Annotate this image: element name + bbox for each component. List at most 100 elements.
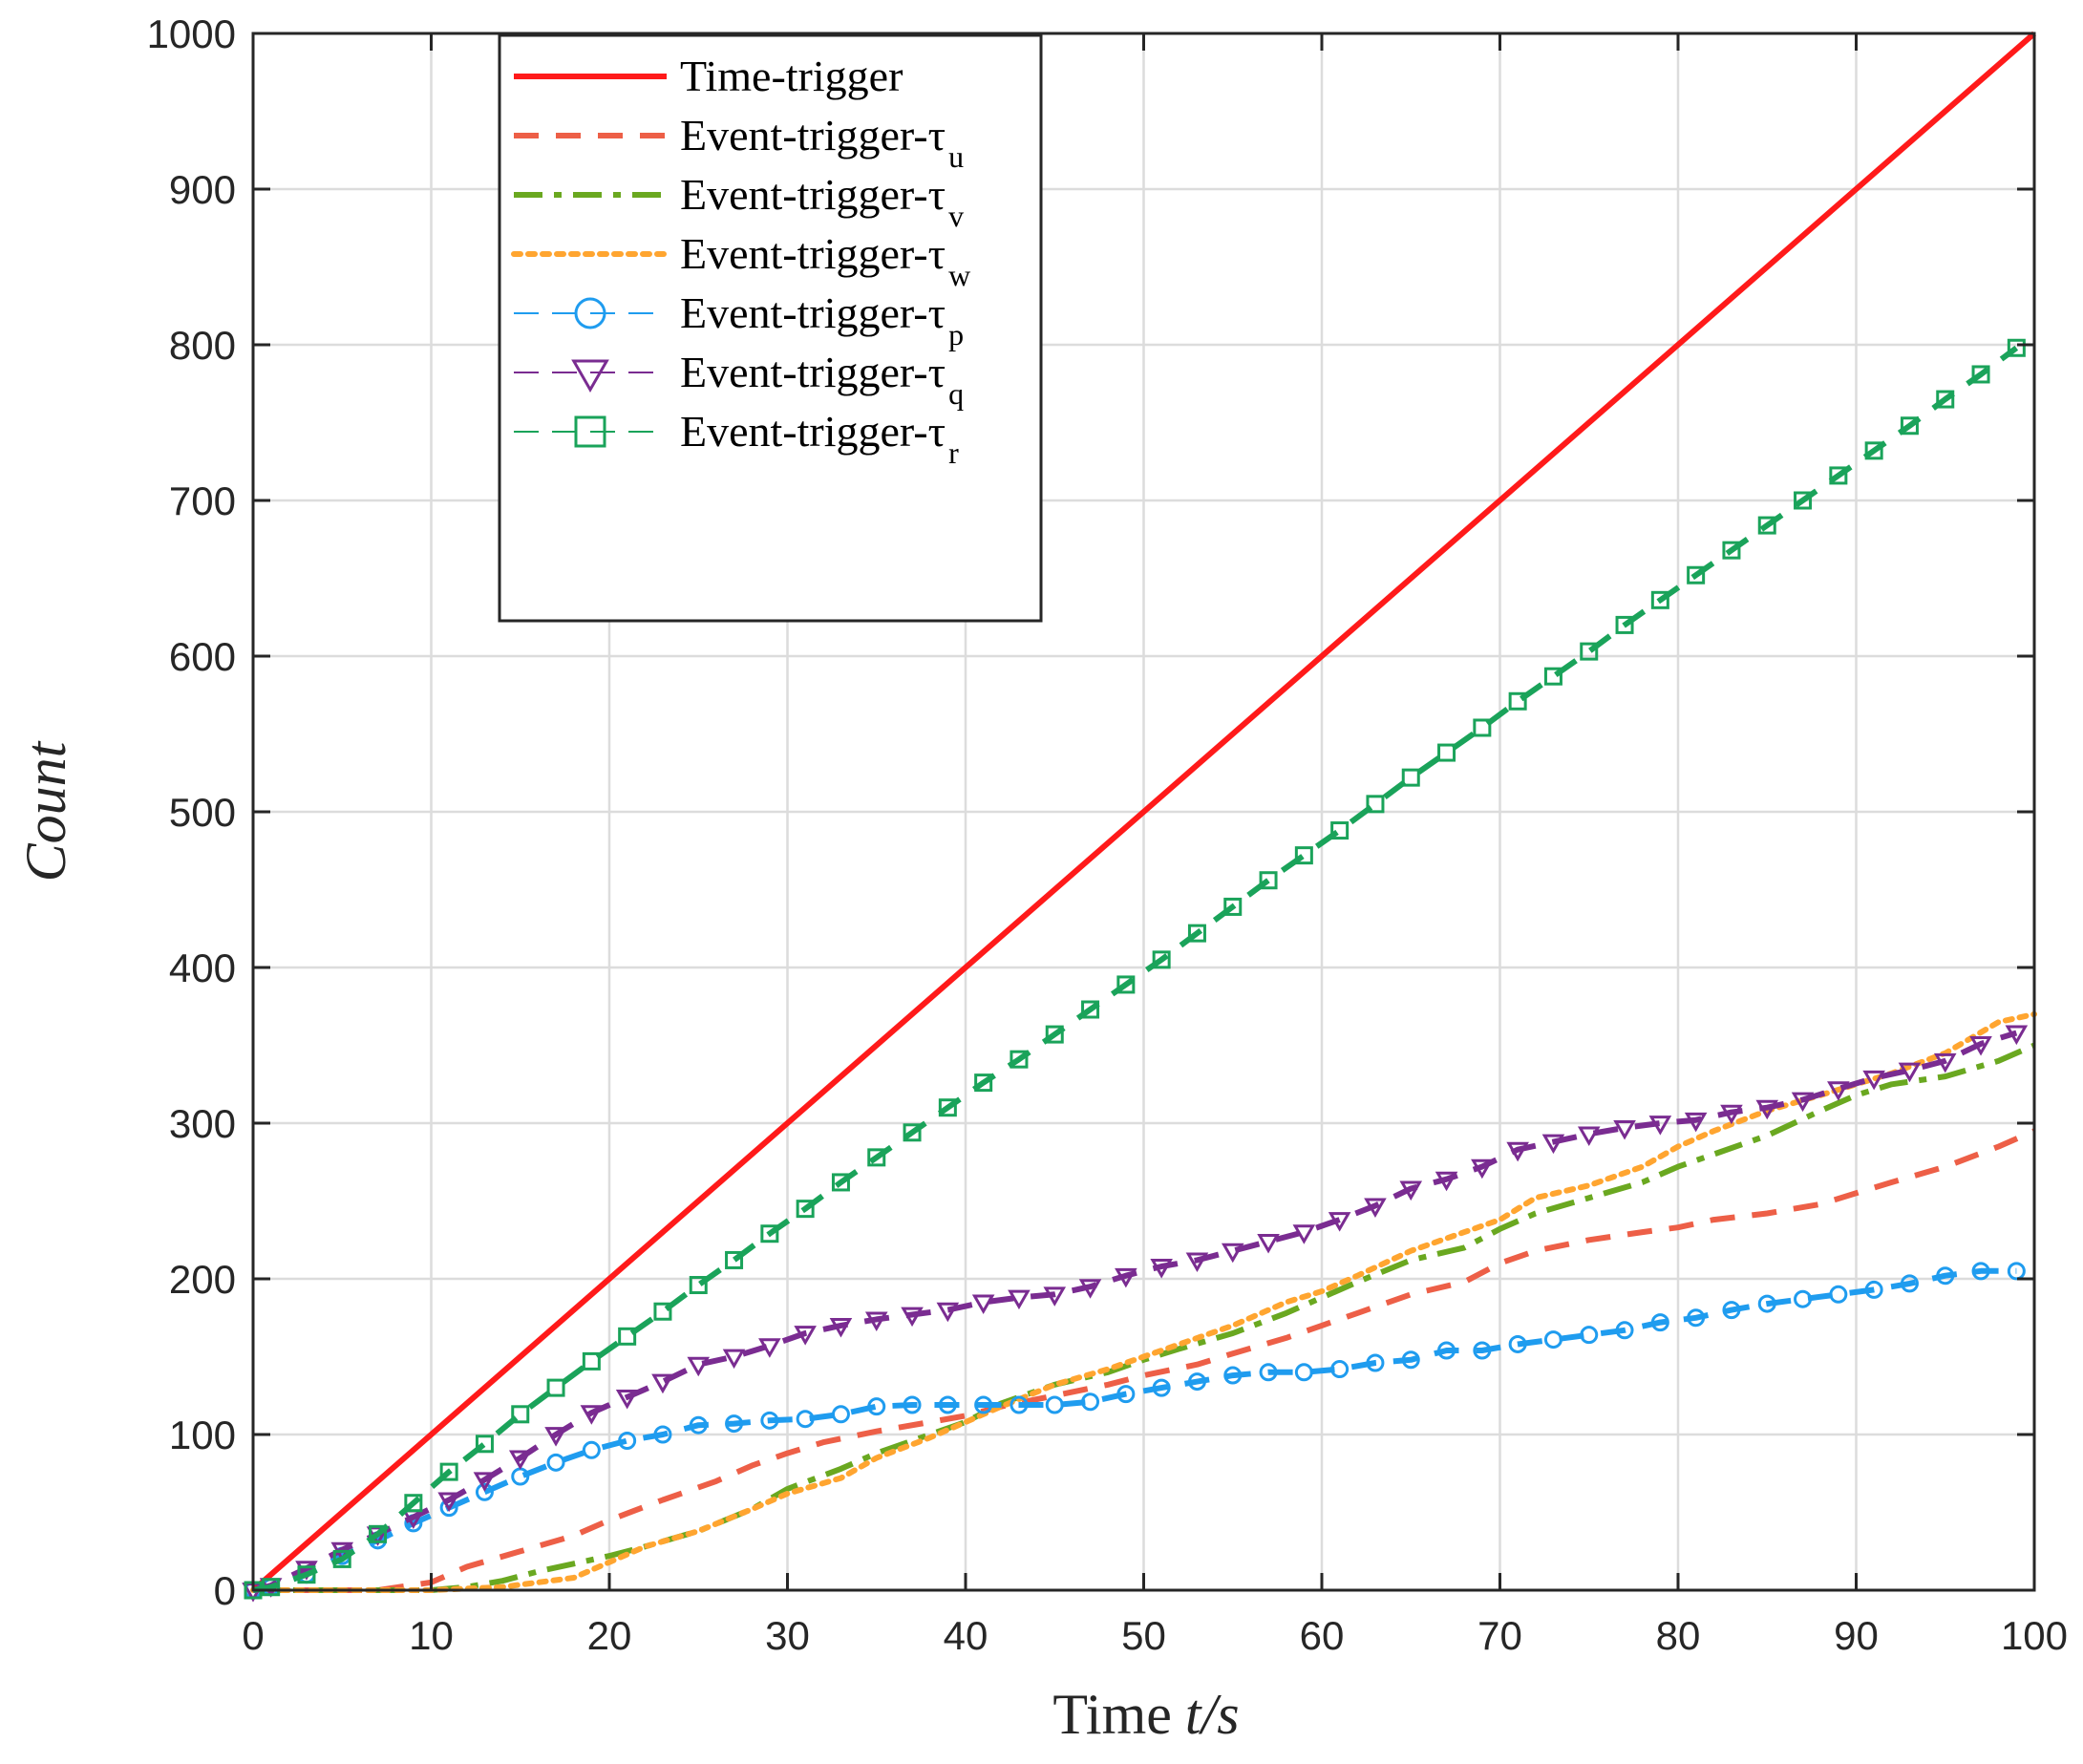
data-point	[758, 1338, 781, 1358]
y-tick-label: 300	[169, 1101, 236, 1146]
data-point	[1794, 491, 1813, 510]
data-point	[615, 1389, 639, 1410]
data-point	[796, 1200, 815, 1219]
legend-marker	[571, 359, 609, 393]
legend-label: Event-trigger-τq	[680, 348, 964, 411]
data-point	[1829, 1285, 1848, 1304]
data-point	[725, 1414, 744, 1434]
series-line	[252, 345, 2019, 1593]
data-point	[1330, 821, 1350, 840]
data-point	[439, 1462, 458, 1481]
series-line	[252, 1267, 2017, 1593]
legend-label: Event-trigger-τp	[680, 288, 964, 351]
data-point	[1010, 1050, 1029, 1069]
legend-label-base: Time-trigger	[680, 52, 903, 100]
data-point	[1471, 1158, 1494, 1180]
data-point	[1078, 1279, 1102, 1299]
legend-label-subscript: r	[948, 436, 959, 470]
data-point	[974, 1073, 993, 1093]
data-point	[1615, 1321, 1634, 1340]
data-point	[1152, 1378, 1171, 1397]
data-point	[1862, 1070, 1885, 1091]
data-point	[936, 1302, 960, 1323]
series-line	[251, 31, 2036, 1593]
data-point	[1116, 1385, 1136, 1404]
data-point	[297, 1565, 316, 1584]
legend-label-base: Event-trigger-τ	[680, 348, 946, 396]
data-point	[1259, 1363, 1278, 1382]
data-point	[1969, 1035, 1992, 1056]
data-point	[1722, 541, 1741, 560]
data-point	[653, 1425, 672, 1444]
data-point	[1435, 1171, 1458, 1192]
y-tick-label: 900	[169, 167, 236, 212]
legend-label: Time-trigger	[680, 52, 903, 100]
data-point	[1506, 1141, 1529, 1162]
data-point	[1684, 1112, 1708, 1133]
data-point	[1259, 871, 1278, 890]
data-point	[1577, 1126, 1601, 1147]
data-point	[1543, 1330, 1562, 1350]
data-point	[1687, 1308, 1706, 1328]
legend-label: Event-trigger-τv	[680, 170, 964, 233]
y-tick-label: 600	[169, 634, 236, 679]
data-point	[1541, 1134, 1565, 1155]
legend-entry-4: Event-trigger-τp	[514, 288, 964, 351]
x-tick-label: 60	[1300, 1613, 1345, 1658]
data-point	[511, 1405, 530, 1424]
data-point	[618, 1327, 637, 1346]
legend-label-subscript: p	[948, 317, 964, 351]
x-axis-title-text: Time	[1052, 1683, 1172, 1746]
legend-label: Event-trigger-τu	[680, 111, 964, 174]
data-point	[1115, 1267, 1137, 1288]
legend-entry-6: Event-trigger-τr	[514, 407, 959, 470]
y-tick-label: 800	[169, 323, 236, 368]
data-point	[1150, 1259, 1173, 1279]
series-line	[253, 1128, 2036, 1593]
data-point	[1437, 1341, 1456, 1360]
legend-label-base: Event-trigger-τ	[680, 111, 946, 159]
legend-entry-0: Time-trigger	[514, 52, 903, 100]
ticks: 0 10 20 30 40 50 60 70 80 90 100010020030040050060…	[147, 11, 2068, 1658]
data-point	[582, 1351, 601, 1371]
data-point	[1508, 691, 1527, 711]
data-point	[1864, 441, 1883, 460]
data-point	[1010, 1395, 1029, 1414]
data-point	[653, 1302, 672, 1321]
data-point	[2007, 338, 2026, 357]
legend-label-base: Event-trigger-τ	[680, 229, 946, 278]
y-tick-label: 200	[169, 1257, 236, 1302]
data-point	[1045, 1395, 1064, 1414]
data-point	[829, 1318, 853, 1338]
series-1	[253, 1128, 2036, 1593]
data-point	[1081, 1392, 1100, 1412]
data-point	[369, 1524, 388, 1543]
data-point	[1936, 1266, 1955, 1286]
x-tick-label: 30	[765, 1613, 810, 1658]
data-point	[1437, 743, 1456, 762]
y-tick-label: 400	[169, 946, 236, 990]
data-point	[687, 1356, 711, 1377]
y-tick-label: 1000	[147, 11, 236, 56]
data-point	[1829, 466, 1848, 485]
data-point	[1580, 642, 1599, 661]
x-axis-title-variable: t/s	[1185, 1683, 1240, 1746]
data-point	[1648, 1116, 1672, 1136]
data-point	[1292, 1224, 1316, 1244]
data-point	[1615, 615, 1634, 634]
data-point	[1008, 1289, 1031, 1310]
data-point	[1473, 1341, 1492, 1360]
data-point	[971, 1294, 995, 1315]
data-point	[1401, 768, 1420, 787]
data-point	[508, 1450, 532, 1471]
legend-entry-3: Event-trigger-τw	[511, 229, 970, 292]
data-point	[938, 1395, 957, 1414]
data-point	[437, 1492, 460, 1513]
data-point	[867, 1397, 886, 1416]
data-point	[1328, 1212, 1351, 1232]
data-point	[794, 1326, 817, 1346]
data-point	[1794, 1289, 1813, 1308]
data-point	[722, 1349, 746, 1370]
data-point	[262, 1578, 281, 1597]
x-tick-label: 100	[2001, 1613, 2068, 1658]
